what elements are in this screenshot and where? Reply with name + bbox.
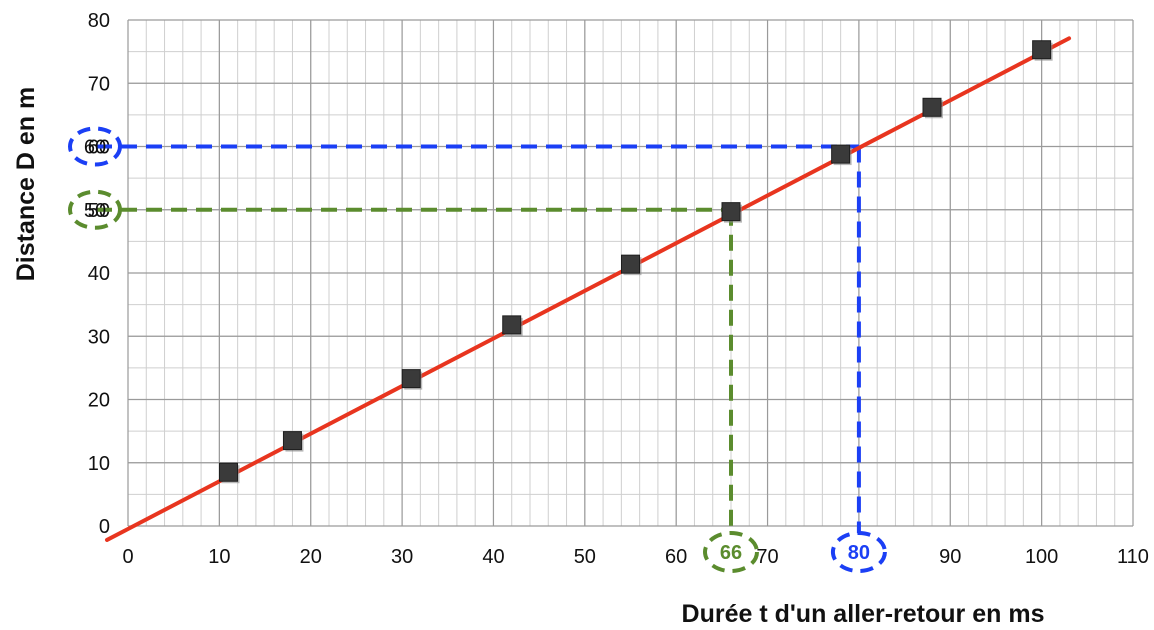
data-point xyxy=(832,145,850,163)
x-tick-label: 0 xyxy=(122,546,133,568)
x-value-label: 80 xyxy=(848,542,870,564)
x-tick-labels: 0102030405060708090100110 xyxy=(122,546,1149,568)
data-point xyxy=(722,203,740,221)
data-point xyxy=(503,316,521,334)
y-tick-label: 70 xyxy=(88,73,110,95)
y-tick-label: 80 xyxy=(88,10,110,32)
x-tick-label: 110 xyxy=(1117,546,1149,568)
x-tick-label: 60 xyxy=(665,546,687,568)
x-tick-label: 50 xyxy=(574,546,596,568)
y-tick-label: 40 xyxy=(88,263,110,285)
y-tick-label: 10 xyxy=(88,453,110,475)
x-tick-label: 20 xyxy=(300,546,322,568)
x-tick-label: 90 xyxy=(939,546,961,568)
data-point xyxy=(402,370,420,388)
x-tick-label: 70 xyxy=(756,546,778,568)
x-tick-label: 10 xyxy=(208,546,230,568)
data-point xyxy=(622,255,640,273)
data-point xyxy=(283,432,301,450)
y-tick-label: 0 xyxy=(99,516,110,538)
y-tick-labels: 01020304050607080 xyxy=(88,10,110,538)
reading-annotations: 50 66 60 80 xyxy=(70,129,885,572)
data-point xyxy=(923,98,941,116)
x-value-label: 66 xyxy=(720,542,742,564)
y-tick-label: 20 xyxy=(88,390,110,412)
y-axis-title: Distance D en m xyxy=(12,87,40,282)
x-tick-label: 30 xyxy=(391,546,413,568)
y-tick-label: 30 xyxy=(88,326,110,348)
x-axis-title: Durée t d'un aller-retour en ms xyxy=(682,600,1045,628)
data-point xyxy=(1033,41,1051,59)
data-point xyxy=(220,463,238,481)
x-tick-label: 40 xyxy=(482,546,504,568)
x-tick-label: 100 xyxy=(1025,546,1058,568)
y-value-label: 50 xyxy=(84,200,106,222)
y-value-label: 60 xyxy=(84,137,106,159)
